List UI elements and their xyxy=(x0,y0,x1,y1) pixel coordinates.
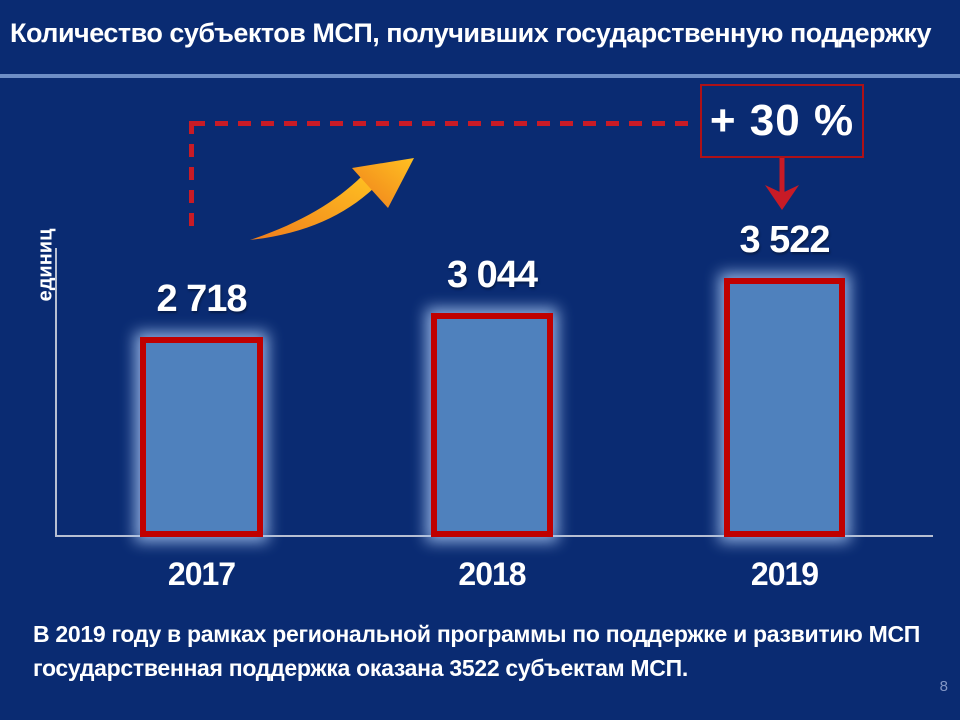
percent-change-box: + 30 % xyxy=(700,84,864,158)
bar-rect-2017 xyxy=(140,337,263,537)
down-arrow-icon xyxy=(765,158,799,210)
y-axis-line xyxy=(55,248,57,536)
page-number: 8 xyxy=(939,678,948,695)
x-tick-2018: 2018 xyxy=(431,556,553,596)
footer-note-line-2: государственная поддержка оказана 3522 с… xyxy=(33,655,688,681)
x-tick-label-2019: 2019 xyxy=(750,556,819,592)
bar-rect-2018 xyxy=(431,313,553,537)
growth-arrow-icon xyxy=(250,158,414,240)
title-divider xyxy=(0,74,960,78)
x-tick-2017: 2017 xyxy=(140,556,263,596)
bar-value-2018: 3 044 xyxy=(446,254,538,296)
bar-rect-2019 xyxy=(724,278,845,537)
bar-2018: 3 044 xyxy=(431,254,553,537)
footer-note-line-1: В 2019 году в рамках региональной програ… xyxy=(33,621,920,647)
x-tick-label-2018: 2018 xyxy=(458,556,526,592)
bar-2017: 2 718 xyxy=(140,278,263,537)
page-title: Количество субъектов МСП, получивших гос… xyxy=(10,18,932,48)
dashed-connector-horizontal xyxy=(192,121,698,126)
bar-2019: 3 522 xyxy=(724,219,845,537)
bar-value-2019: 3 522 xyxy=(739,219,830,261)
footer-note: В 2019 году в рамках региональной програ… xyxy=(33,617,933,685)
x-tick-2019: 2019 xyxy=(724,556,845,596)
dashed-connector-vertical xyxy=(189,121,194,236)
bar-value-2017: 2 718 xyxy=(156,278,247,320)
percent-change-label: + 30 % xyxy=(709,96,855,145)
x-tick-label-2017: 2017 xyxy=(167,556,236,592)
